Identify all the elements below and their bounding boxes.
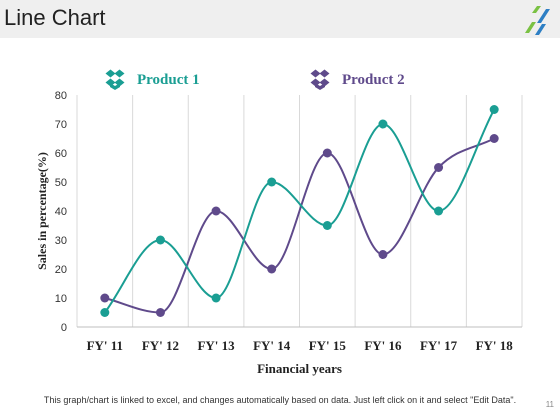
x-tick-label: FY' 18 xyxy=(476,338,514,353)
legend-label-series-2: Product 2 xyxy=(342,72,405,88)
data-point-series-2 xyxy=(100,293,110,303)
x-tick-label: FY' 11 xyxy=(87,338,123,353)
y-tick-label: 10 xyxy=(55,293,67,305)
icon-facet xyxy=(315,83,325,90)
y-tick-label: 60 xyxy=(55,148,67,160)
y-tick-label: 0 xyxy=(61,322,67,334)
slanted-bars-logo xyxy=(525,6,550,35)
data-point-series-1 xyxy=(434,206,444,216)
y-tick-label: 30 xyxy=(55,235,67,247)
x-tick-label: FY' 15 xyxy=(309,338,347,353)
x-tick-label: FY' 14 xyxy=(253,338,291,353)
slide-title: Line Chart xyxy=(4,5,106,30)
data-point-series-1 xyxy=(155,235,165,245)
x-axis-title: Financial years xyxy=(257,361,342,376)
header-bar: Line Chart xyxy=(0,0,560,38)
icon-facet xyxy=(319,69,330,78)
icon-facet xyxy=(114,78,125,87)
data-point-series-1 xyxy=(322,221,332,230)
icon-facet xyxy=(310,69,321,78)
data-point-series-2 xyxy=(211,206,221,216)
y-tick-label: 50 xyxy=(55,177,67,189)
logo-bar-blue-2 xyxy=(535,24,546,35)
series-line-2 xyxy=(104,137,495,314)
page-number: 11 xyxy=(545,400,554,409)
data-point-series-2 xyxy=(378,250,388,259)
y-tick-label: 70 xyxy=(55,119,67,131)
x-tick-label: FY' 16 xyxy=(364,338,402,353)
logo-bar-green-2 xyxy=(525,22,536,33)
icon-facet xyxy=(310,78,321,87)
icon-facet xyxy=(319,78,330,87)
data-point-series-1 xyxy=(211,293,221,303)
data-point-series-1 xyxy=(489,105,499,114)
logo-bar-green-1 xyxy=(532,6,541,13)
x-tick-label: FY' 17 xyxy=(420,338,458,353)
data-point-series-1 xyxy=(378,119,388,129)
logo-bar-blue-1 xyxy=(537,9,550,23)
legend-label-series-1: Product 1 xyxy=(137,72,200,88)
icon-facet xyxy=(105,69,116,78)
dropbox-box-icon xyxy=(105,69,125,90)
icon-facet xyxy=(114,69,125,78)
x-tick-label: FY' 12 xyxy=(142,338,179,353)
y-tick-label: 80 xyxy=(55,90,67,102)
data-point-series-2 xyxy=(434,163,444,172)
dropbox-box-icon xyxy=(310,69,330,90)
y-axis-title: Sales in percentage(%) xyxy=(35,152,49,270)
data-point-series-2 xyxy=(155,308,165,317)
line-chart: 0 10 20 30 40 50 60 70 80 FY' 11 FY' 12 FY' 13 FY' 1… xyxy=(35,69,523,376)
x-tick-label: FY' 13 xyxy=(197,338,235,353)
footnote: This graph/chart is linked to excel, and… xyxy=(43,395,517,405)
data-point-series-2 xyxy=(267,264,277,274)
y-tick-label: 20 xyxy=(55,264,67,276)
icon-facet xyxy=(105,78,116,87)
data-point-series-2 xyxy=(489,134,499,143)
y-tick-label: 40 xyxy=(55,206,67,218)
data-point-series-1 xyxy=(267,177,277,187)
data-point-series-1 xyxy=(100,308,110,317)
icon-facet xyxy=(110,83,120,90)
data-point-series-2 xyxy=(322,148,332,158)
